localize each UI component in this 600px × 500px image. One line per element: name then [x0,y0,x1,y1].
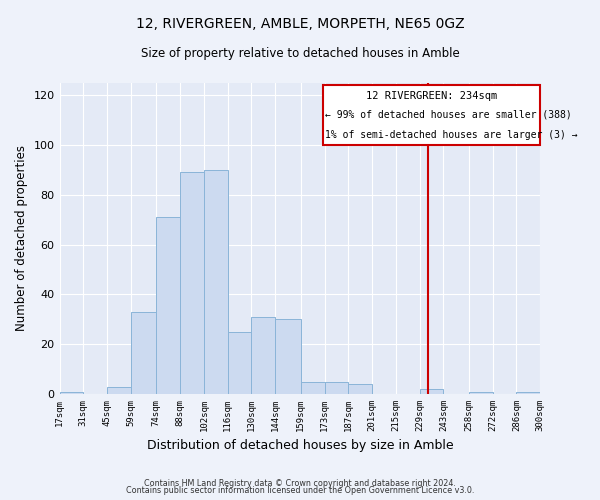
Bar [157,217,180,394]
Bar [325,382,348,394]
Bar [419,389,443,394]
Bar [204,170,227,394]
Text: 12, RIVERGREEN, AMBLE, MORPETH, NE65 0GZ: 12, RIVERGREEN, AMBLE, MORPETH, NE65 0GZ [136,18,464,32]
Text: ← 99% of detached houses are smaller (388): ← 99% of detached houses are smaller (38… [325,110,572,120]
Title: Size of property relative to detached houses in Amble: Size of property relative to detached ho… [140,48,459,60]
Bar [107,386,131,394]
Bar [517,392,540,394]
Bar [275,320,301,394]
Bar [348,384,372,394]
Text: 1% of semi-detached houses are larger (3) →: 1% of semi-detached houses are larger (3… [325,130,578,140]
Text: Contains public sector information licensed under the Open Government Licence v3: Contains public sector information licen… [126,486,474,495]
Bar [251,317,275,394]
X-axis label: Distribution of detached houses by size in Amble: Distribution of detached houses by size … [146,440,453,452]
Bar [227,332,251,394]
Text: 12 RIVERGREEN: 234sqm: 12 RIVERGREEN: 234sqm [366,91,497,101]
Y-axis label: Number of detached properties: Number of detached properties [15,146,28,332]
Bar [323,85,540,145]
Bar [131,312,157,394]
Bar [59,392,83,394]
Bar [301,382,325,394]
Bar [469,392,493,394]
Bar [180,172,204,394]
Text: Contains HM Land Registry data © Crown copyright and database right 2024.: Contains HM Land Registry data © Crown c… [144,478,456,488]
